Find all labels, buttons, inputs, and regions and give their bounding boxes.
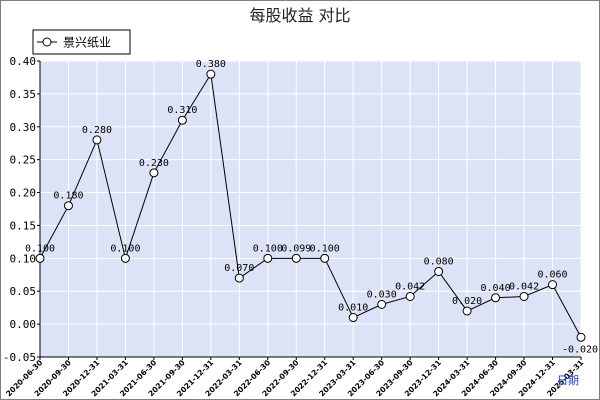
x-tick-labels: 2020-06-302020-09-302020-12-312021-03-31… — [4, 358, 585, 398]
data-label: 0.030 — [367, 289, 397, 300]
data-points — [35, 69, 586, 342]
data-label: 0.080 — [424, 256, 454, 267]
data-point — [35, 253, 45, 263]
legend-point-marker — [42, 37, 52, 47]
axes — [37, 60, 582, 360]
data-point — [206, 69, 216, 79]
data-point — [149, 168, 159, 178]
data-label: 0.020 — [452, 296, 482, 307]
data-point — [263, 253, 273, 263]
data-point — [177, 115, 187, 125]
y-tick-label: 0.40 — [10, 55, 37, 68]
y-tick-label: 0.15 — [10, 219, 37, 232]
data-point — [63, 201, 73, 211]
data-label: 0.230 — [139, 158, 169, 169]
data-point — [519, 291, 529, 301]
data-label: 0.380 — [196, 59, 226, 70]
y-tick-label: -0.05 — [3, 351, 36, 364]
data-point — [120, 253, 130, 263]
y-tick-label: 0.05 — [10, 285, 37, 298]
data-point — [234, 273, 244, 283]
data-point — [92, 135, 102, 145]
y-tick-label: 0.20 — [10, 187, 37, 200]
data-label: 0.100 — [110, 243, 140, 254]
data-label: 0.280 — [82, 125, 112, 136]
data-label: 0.042 — [395, 281, 425, 292]
data-point — [491, 293, 501, 303]
data-point — [348, 313, 358, 323]
y-tick-label: 0.00 — [10, 318, 37, 331]
data-label: 0.010 — [338, 303, 368, 314]
series-polyline — [39, 72, 582, 338]
data-label: 0.310 — [167, 105, 197, 116]
data-label: -0.020 — [562, 344, 598, 355]
plot-area — [40, 61, 581, 357]
data-point — [377, 299, 387, 309]
data-label: 0.180 — [53, 191, 83, 202]
data-label: 0.099 — [281, 243, 311, 254]
data-point — [434, 266, 444, 276]
y-tick-labels: 0.40 0.35 0.30 0.25 0.20 0.15 0.10 0.05 0.00 -0.0… — [3, 55, 36, 364]
y-tick-label: 0.25 — [10, 154, 37, 167]
data-label: 0.100 — [25, 243, 55, 254]
data-label: 0.040 — [481, 283, 511, 294]
series-line — [39, 72, 582, 338]
data-point — [462, 306, 472, 316]
legend-series-name: 景兴纸业 — [63, 36, 111, 50]
data-point — [320, 253, 330, 263]
x-axis-label: 日期 — [557, 374, 579, 387]
data-label: 0.100 — [310, 243, 340, 254]
chart-title: 每股收益 对比 — [249, 6, 350, 25]
data-point — [405, 291, 415, 301]
y-tick-label: 0.35 — [10, 88, 37, 101]
data-labels: 0.100 0.180 0.280 0.100 0.230 0.310 0.380 0.070… — [25, 59, 598, 355]
data-label: 0.042 — [509, 281, 539, 292]
data-label: 0.100 — [253, 243, 283, 254]
legend: 景兴纸业 — [32, 29, 131, 55]
data-point — [291, 253, 301, 263]
data-point — [576, 332, 586, 342]
y-tick-label: 0.30 — [10, 121, 37, 134]
data-point — [548, 280, 558, 290]
data-label: 0.070 — [224, 263, 254, 274]
y-tick-label: 0.10 — [10, 252, 37, 265]
data-label: 0.060 — [537, 270, 567, 281]
